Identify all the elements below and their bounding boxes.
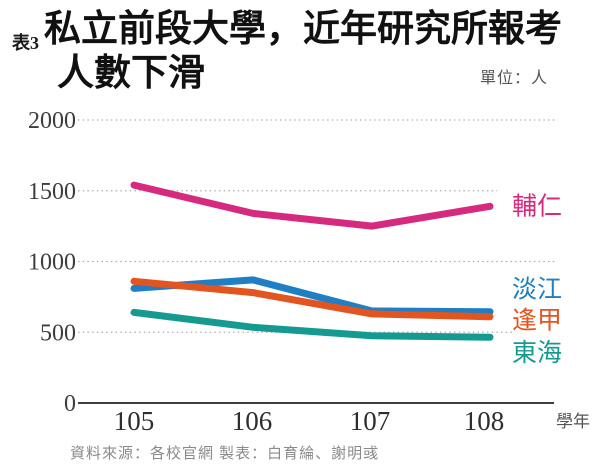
y-tick-label-500: 500 [40, 320, 76, 346]
x-tick-label-105: 105 [114, 406, 155, 436]
chart-area: 0 500 1000 1500 2000 105 106 107 108 學年 輔仁淡江逢甲東海 [0, 100, 600, 440]
y-tick-label-1000: 1000 [28, 250, 76, 276]
unit-label: 單位：人 [479, 70, 548, 87]
y-tick-label-2000: 2000 [28, 108, 76, 134]
chart-title-line1: 私立前段大學，近年研究所報考 [44, 9, 562, 50]
series-line-東海 [130, 308, 494, 341]
x-axis-title: 學年 [556, 412, 590, 431]
table-number-tag: 表3 [12, 33, 39, 53]
series-label-逢甲: 逢甲 [512, 307, 562, 335]
x-tick-label-108: 108 [464, 406, 505, 436]
series-line-輔仁 [130, 181, 494, 230]
chart-title-line2: 人數下滑 [57, 53, 205, 94]
series-label-輔仁: 輔仁 [512, 192, 562, 220]
x-tick-label-107: 107 [350, 406, 391, 436]
y-tick-label-1500: 1500 [28, 179, 76, 205]
y-tick-label-0: 0 [64, 391, 76, 417]
source-credit: 資料來源：各校官網 製表：白育綸、謝明彧 [70, 445, 380, 462]
series-label-淡江: 淡江 [512, 276, 562, 304]
x-tick-label-106: 106 [232, 406, 273, 436]
series-line-逢甲 [130, 277, 494, 321]
chart-title: 私立前段大學，近年研究所報考 人數下滑 [44, 8, 562, 96]
series-label-東海: 東海 [512, 339, 562, 367]
